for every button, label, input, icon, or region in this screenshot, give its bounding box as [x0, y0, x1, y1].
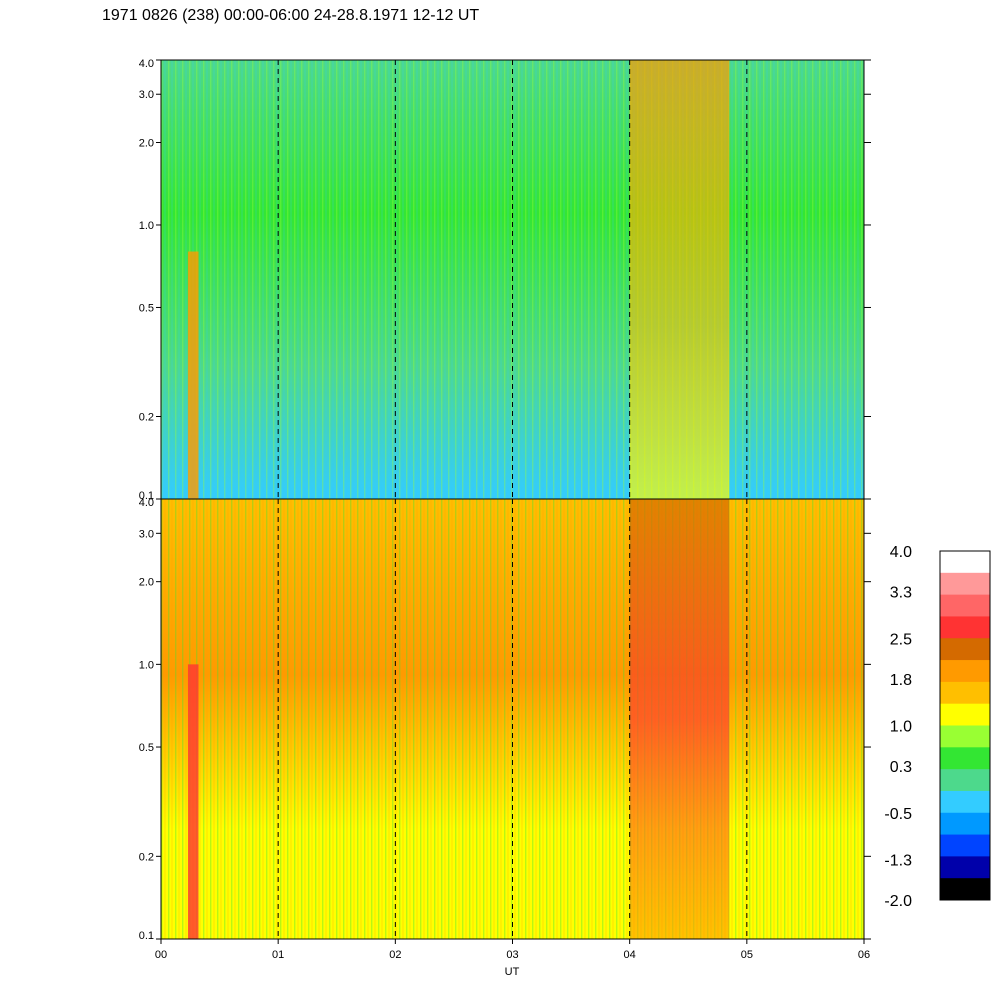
colorbar-swatch: [940, 616, 990, 639]
colorbar-swatch: [940, 572, 990, 596]
x-tick-label: 01: [272, 949, 284, 961]
chart-title: 1971 0826 (238) 00:00-06:00 24-28.8.1971…: [102, 7, 479, 24]
colorbar-swatch: [940, 790, 990, 814]
colorbar-swatch: [940, 725, 990, 748]
x-axis-label: UT: [505, 966, 520, 978]
y-tick-label: 2.0: [139, 577, 154, 589]
colorbar-label: 1.0: [890, 719, 912, 736]
colorbar-swatch: [940, 681, 990, 705]
panel-lower: 4.0 3.0 2.0 1.0 0.5 0.2 0.1: [139, 497, 871, 942]
x-tick-label: 04: [624, 949, 636, 961]
colorbar-swatch: [940, 594, 990, 617]
colorbar-swatch: [940, 812, 990, 836]
colorbar-frame: [939, 550, 991, 901]
x-tick-label: 03: [506, 949, 518, 961]
colorbar-swatch: [940, 747, 990, 770]
y-tick-label: 0.5: [139, 302, 154, 314]
colorbar: 4.0 3.3 2.5 1.8 1.0 0.3 -0.5 -1.3 -2.0: [884, 544, 991, 910]
y-tick-label: 1.0: [139, 220, 154, 232]
colorbar-label: 3.3: [890, 585, 912, 602]
x-axis: 00 01 02 03 04 05 06: [155, 939, 870, 961]
y-tick-label: 4.0: [139, 58, 154, 70]
y-tick-label: 2.0: [139, 137, 154, 149]
panels: 4.03.02.01.00.50.20.14.03.02.01.00.50.20…: [139, 58, 871, 961]
colorbar-swatch: [940, 856, 990, 879]
burst-feature: [187, 251, 199, 499]
colorbar-label: -2.0: [884, 893, 912, 910]
enhanced-interval: [629, 499, 730, 939]
colorbar-swatch: [940, 638, 990, 661]
colorbar-label: 4.0: [890, 544, 912, 561]
burst-feature: [187, 664, 199, 939]
colorbar-swatch: [940, 878, 990, 901]
colorbar-swatch: [940, 551, 990, 574]
y-tick-label: 3.0: [139, 89, 154, 101]
x-tick-label: 02: [389, 949, 401, 961]
colorbar-label: -0.5: [884, 806, 912, 823]
y-tick-label: 1.0: [139, 659, 154, 671]
x-tick-label: 00: [155, 949, 167, 961]
y-tick-label: 3.0: [139, 528, 154, 540]
colorbar-label: 2.5: [890, 631, 912, 648]
colorbar-swatch: [940, 834, 990, 857]
y-tick-label: 0.1: [139, 930, 154, 942]
colorbar-label: 0.3: [890, 759, 912, 776]
y-tick-label: 0.5: [139, 742, 154, 754]
x-tick-label: 06: [858, 949, 870, 961]
colorbar-label: 1.8: [890, 672, 912, 689]
y-tick-label: 0.2: [139, 851, 154, 863]
colorbar-label: -1.3: [884, 852, 912, 869]
y-tick-label: 4.0: [139, 497, 154, 509]
enhanced-interval: [629, 60, 730, 499]
x-tick-label: 05: [741, 949, 753, 961]
y-tick-label: 0.2: [139, 412, 154, 424]
colorbar-swatch: [940, 660, 990, 683]
colorbar-swatch: [940, 703, 990, 726]
y-tick-label: 0.1: [139, 490, 154, 502]
colorbar-swatch: [940, 769, 990, 792]
panel-upper: 4.0 3.0 2.0 1.0 0.5 0.2 0.1: [139, 58, 871, 502]
